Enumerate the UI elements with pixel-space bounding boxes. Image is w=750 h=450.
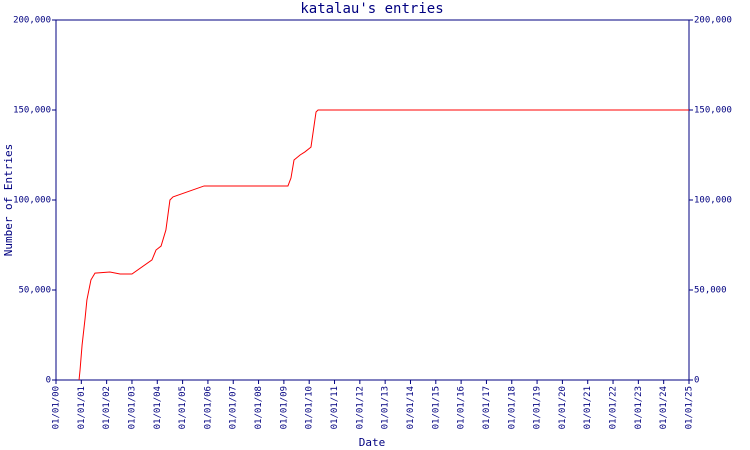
x-tick-label: 01/01/15: [431, 386, 441, 429]
y-tick-label: 50,000: [18, 286, 51, 296]
y-tick-label: 200,000: [13, 16, 51, 26]
x-tick-label: 01/01/13: [381, 386, 391, 429]
line: [78, 109, 689, 381]
x-tick-label: 01/01/07: [229, 386, 239, 429]
x-tick-label: 01/01/22: [609, 386, 619, 429]
x-tick-label: 01/01/25: [685, 386, 695, 429]
y2-tick-label: 150,000: [694, 106, 732, 116]
y2-tick-label: 50,000: [694, 286, 727, 296]
y2-tick-label: 100,000: [694, 196, 732, 206]
x-tick-label: 01/01/12: [355, 386, 365, 429]
chart-title: katalau's entries: [300, 1, 443, 17]
x-tick-label: 01/01/18: [507, 386, 517, 429]
x-tick-label: 01/01/16: [457, 386, 467, 429]
plot-frame: [55, 19, 690, 381]
y2-tick-label: 200,000: [694, 16, 732, 26]
y-axis-title: Number of Entries: [2, 144, 15, 257]
x-tick-label: 01/01/01: [77, 386, 87, 429]
x-tick-label: 01/01/17: [482, 386, 492, 429]
x-axis-title: Date: [359, 436, 386, 449]
x-tick-label: 01/01/04: [153, 386, 163, 429]
x-tick-label: 01/01/00: [52, 386, 62, 429]
x-tick-label: 01/01/19: [533, 386, 543, 429]
y2-tick-label: 0: [694, 376, 699, 386]
x-tick-label: 01/01/03: [127, 386, 137, 429]
x-tick-label: 01/01/02: [102, 386, 112, 429]
y-tick-label: 0: [46, 376, 51, 386]
x-tick-label: 01/01/09: [279, 386, 289, 429]
x-tick-label: 01/01/24: [659, 386, 669, 429]
x-tick-label: 01/01/14: [406, 386, 416, 429]
x-tick-label: 01/01/23: [634, 386, 644, 429]
y-tick-label: 150,000: [13, 106, 51, 116]
x-tick-label: 01/01/05: [178, 386, 188, 429]
x-tick-label: 01/01/10: [305, 386, 315, 429]
x-tick-label: 01/01/11: [330, 386, 340, 429]
y-tick-label: 100,000: [13, 196, 51, 206]
x-tick-label: 01/01/08: [254, 386, 264, 429]
x-tick-label: 01/01/06: [203, 386, 213, 429]
x-tick-label: 01/01/20: [558, 386, 568, 429]
x-tick-label: 01/01/21: [583, 386, 593, 429]
